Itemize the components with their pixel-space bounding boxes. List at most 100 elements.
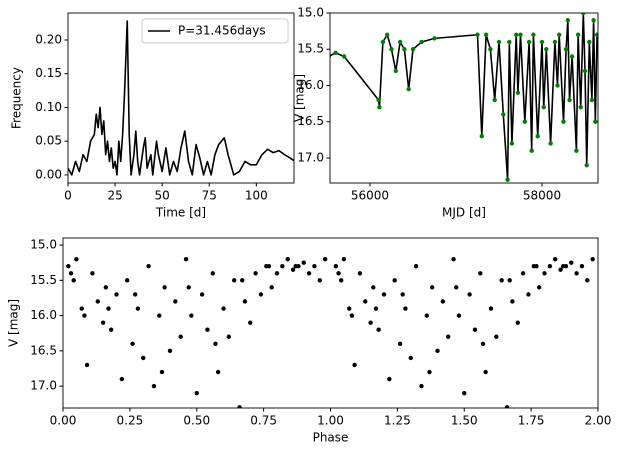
marker bbox=[515, 90, 521, 95]
marker bbox=[501, 112, 506, 117]
marker bbox=[541, 105, 546, 110]
marker bbox=[584, 163, 589, 168]
x-tick-label: 0.00 bbox=[50, 414, 77, 428]
marker bbox=[557, 32, 562, 37]
marker bbox=[578, 105, 583, 110]
point bbox=[536, 285, 542, 290]
marker bbox=[333, 50, 338, 56]
point bbox=[446, 334, 451, 339]
point bbox=[301, 260, 306, 265]
point bbox=[467, 292, 472, 297]
point bbox=[341, 256, 347, 262]
x-tick-label: 0.75 bbox=[250, 414, 277, 428]
point bbox=[266, 264, 272, 269]
point bbox=[488, 306, 494, 311]
marker bbox=[389, 47, 394, 52]
point bbox=[392, 278, 397, 283]
marker bbox=[581, 13, 586, 16]
y-tick-label: 16.5 bbox=[297, 114, 324, 128]
marker bbox=[567, 97, 572, 103]
point bbox=[189, 313, 194, 318]
point bbox=[84, 362, 90, 368]
point bbox=[387, 376, 392, 382]
point bbox=[574, 271, 579, 276]
point bbox=[515, 320, 520, 325]
point bbox=[106, 306, 111, 311]
marker bbox=[544, 47, 549, 52]
point bbox=[151, 383, 157, 389]
point bbox=[119, 376, 125, 382]
point bbox=[274, 271, 280, 276]
point bbox=[253, 271, 258, 276]
point bbox=[130, 341, 135, 347]
marker bbox=[587, 39, 592, 45]
y-axis-label: V [mag] bbox=[7, 299, 21, 347]
point bbox=[553, 256, 558, 262]
marker bbox=[574, 148, 579, 153]
point bbox=[339, 278, 344, 283]
point bbox=[371, 285, 376, 290]
marker bbox=[563, 47, 569, 52]
point bbox=[71, 278, 76, 283]
point bbox=[66, 264, 71, 269]
point bbox=[248, 320, 253, 325]
marker bbox=[384, 32, 390, 37]
point bbox=[363, 299, 368, 304]
x-axis-label: MJD [d] bbox=[442, 206, 486, 220]
marker bbox=[496, 39, 502, 45]
point bbox=[205, 327, 210, 332]
marker bbox=[376, 97, 381, 103]
point bbox=[162, 285, 167, 290]
marker bbox=[475, 32, 480, 37]
point bbox=[590, 256, 595, 262]
point bbox=[159, 369, 165, 375]
x-tick-label: 2.00 bbox=[585, 414, 612, 428]
y-tick-label: 17.0 bbox=[30, 379, 57, 393]
marker bbox=[505, 177, 510, 182]
x-tick-label: 0 bbox=[64, 189, 72, 203]
x-axis-label: Phase bbox=[313, 431, 349, 445]
plot-area bbox=[68, 20, 294, 176]
marker bbox=[552, 39, 558, 45]
marker bbox=[589, 97, 595, 103]
marker bbox=[561, 119, 566, 124]
marker bbox=[548, 141, 553, 146]
y-axis-label: Frequency bbox=[10, 67, 24, 129]
marker bbox=[535, 134, 540, 139]
plot-area bbox=[66, 256, 595, 408]
point bbox=[317, 278, 322, 283]
subplot: 56000 58000 15.0 15.5 16.0 16.5 17.0 MJD [d] V [… bbox=[293, 6, 599, 220]
subplot: 0 25 50 75 100 0.00 0.05 0.10 0.15 0.20 Time [d] Fr… bbox=[10, 12, 295, 220]
point bbox=[285, 256, 290, 262]
y-tick-label: 16.0 bbox=[30, 308, 57, 322]
x-tick-label: 100 bbox=[245, 189, 268, 203]
x-tick-label: 1.50 bbox=[451, 414, 478, 428]
marker bbox=[522, 119, 528, 124]
marker bbox=[591, 18, 596, 23]
axes-frame bbox=[67, 12, 295, 184]
point bbox=[146, 264, 151, 269]
line bbox=[330, 13, 598, 181]
legend: P=31.456days bbox=[141, 18, 289, 44]
y-tick-label: 0.10 bbox=[35, 100, 62, 114]
marker bbox=[518, 32, 523, 37]
point bbox=[213, 341, 218, 347]
point bbox=[125, 278, 130, 283]
y-tick-label: 0.20 bbox=[35, 32, 62, 46]
y-tick-label: 16.5 bbox=[30, 343, 57, 357]
x-tick-label: 50 bbox=[155, 189, 170, 203]
y-tick-label: 15.5 bbox=[30, 273, 57, 287]
point bbox=[424, 313, 429, 318]
point bbox=[173, 299, 178, 304]
legend-frame bbox=[141, 18, 289, 44]
point bbox=[215, 369, 221, 375]
point bbox=[90, 271, 95, 276]
point bbox=[240, 278, 245, 283]
marker bbox=[507, 39, 512, 45]
point bbox=[232, 278, 237, 283]
point bbox=[322, 256, 328, 262]
marker bbox=[529, 148, 534, 153]
y-tick-label: 15.5 bbox=[297, 42, 324, 56]
y-tick-label: 0.00 bbox=[35, 167, 62, 181]
point bbox=[95, 299, 100, 304]
